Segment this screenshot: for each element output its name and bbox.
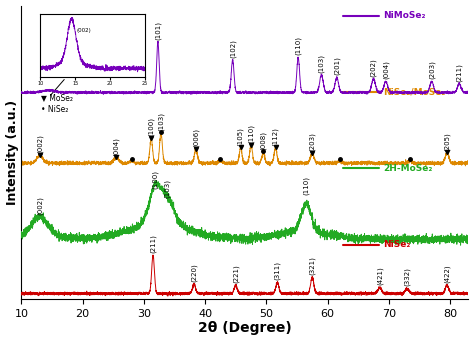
Text: (332): (332) <box>404 268 410 286</box>
Text: 2H-MoSe₂: 2H-MoSe₂ <box>383 164 433 173</box>
Text: (110): (110) <box>295 36 301 55</box>
Text: (220): (220) <box>191 263 197 282</box>
Text: (422): (422) <box>444 265 450 283</box>
Text: (008): (008) <box>260 131 266 150</box>
Text: (221): (221) <box>232 264 239 283</box>
Text: (110): (110) <box>248 124 254 143</box>
Text: (201): (201) <box>334 57 340 75</box>
Text: (103): (103) <box>164 179 170 198</box>
FancyArrowPatch shape <box>51 79 64 95</box>
Y-axis label: Intensity (a.u.): Intensity (a.u.) <box>6 100 18 205</box>
Text: (112): (112) <box>272 127 279 146</box>
Text: (203): (203) <box>428 61 435 79</box>
Text: (002): (002) <box>36 196 43 215</box>
Text: (311): (311) <box>274 262 281 280</box>
Text: (211): (211) <box>456 63 463 81</box>
Text: (100): (100) <box>148 118 155 136</box>
Text: (102): (102) <box>229 39 236 58</box>
Text: NiMoSe₂: NiMoSe₂ <box>383 11 426 20</box>
Text: (004): (004) <box>383 61 389 79</box>
Text: (203): (203) <box>309 133 316 151</box>
Text: (103): (103) <box>318 54 325 73</box>
Text: (004): (004) <box>113 137 119 155</box>
Text: (101): (101) <box>155 21 161 40</box>
Text: (006): (006) <box>192 128 199 147</box>
Text: ▼ MoSe₂: ▼ MoSe₂ <box>41 93 73 103</box>
Text: (321): (321) <box>309 256 316 275</box>
Text: (421): (421) <box>376 267 383 285</box>
Text: (110): (110) <box>303 176 310 195</box>
Text: (211): (211) <box>150 234 156 253</box>
Text: NiSe₂: NiSe₂ <box>383 240 411 249</box>
Text: NiSe₂/MoSe₂: NiSe₂/MoSe₂ <box>383 88 446 97</box>
Text: (202): (202) <box>370 58 377 77</box>
Text: (105): (105) <box>237 127 244 146</box>
Text: (205): (205) <box>444 132 450 151</box>
X-axis label: 2θ (Degree): 2θ (Degree) <box>198 322 292 336</box>
Text: (103): (103) <box>158 112 164 131</box>
Text: • NiSe₂: • NiSe₂ <box>41 105 69 114</box>
Text: (002): (002) <box>36 134 43 153</box>
Text: (100): (100) <box>152 170 158 190</box>
